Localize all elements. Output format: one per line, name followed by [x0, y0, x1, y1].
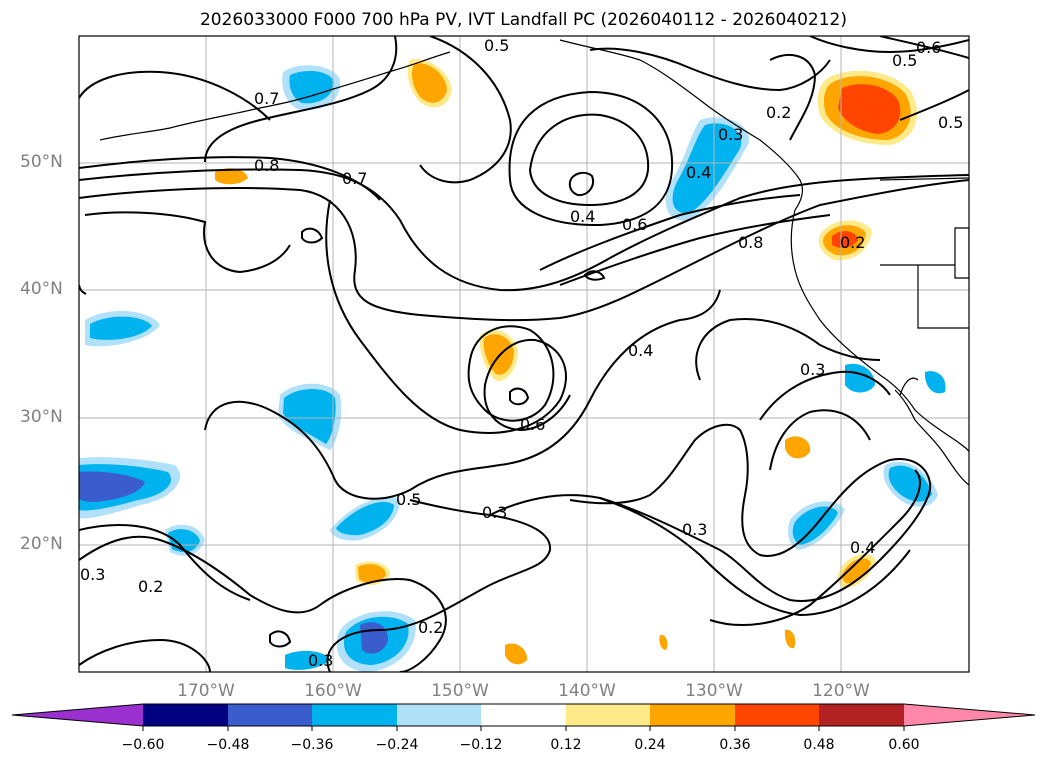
contour-label: 0.3	[682, 520, 707, 539]
pv-contours	[79, 36, 969, 672]
map-frame	[78, 35, 970, 673]
contour-label: 0.5	[938, 113, 963, 132]
contour-label: 0.8	[738, 233, 763, 252]
contour-label: 0.3	[482, 503, 507, 522]
colorbar-segment	[735, 704, 819, 726]
contour-label: 0.4	[628, 341, 653, 360]
lon-label: 120°W	[812, 681, 870, 701]
lon-label: 150°W	[431, 681, 489, 701]
lat-label: 50°N	[20, 152, 63, 172]
colorbar-max-extension	[904, 704, 1035, 726]
colorbar	[11, 703, 1036, 731]
contour-label: 0.3	[80, 565, 105, 584]
map-title: 2026033000 F000 700 hPa PV, IVT Landfall…	[199, 10, 847, 30]
colorbar-tick-label: −0.12	[459, 737, 503, 753]
contour-label: 0.5	[892, 51, 917, 70]
colorbar-segment	[819, 704, 904, 726]
negative-anomaly-shading	[79, 65, 946, 672]
contour-label: 0.3	[308, 651, 333, 670]
contour-label: 0.2	[840, 233, 865, 252]
lon-label: 140°W	[558, 681, 616, 701]
colorbar-segment	[650, 704, 735, 726]
lat-label: 40°N	[20, 279, 63, 299]
colorbar-tick-label: 0.12	[550, 737, 582, 753]
contour-label: 0.8	[254, 156, 279, 175]
lon-label: 170°W	[177, 681, 235, 701]
colorbar-min-extension	[12, 704, 143, 726]
contour-labels: 0.5 0.6 0.5 0.5 0.7 0.8 0.7 0.4 0.6 0.4 …	[80, 36, 963, 670]
contour-label: 0.2	[418, 618, 443, 637]
colorbar-segment	[228, 704, 312, 726]
contour-label: 0.4	[570, 207, 595, 226]
contour-label: 0.2	[138, 577, 163, 596]
colorbar-tick-label: 0.24	[634, 737, 666, 753]
lon-label: 130°W	[685, 681, 743, 701]
colorbar-tick-label: 0.36	[719, 737, 751, 753]
contour-label: 0.4	[686, 163, 711, 182]
contour-label: 0.5	[484, 36, 509, 55]
lat-label: 20°N	[20, 534, 63, 554]
positive-anomaly-shading	[215, 59, 918, 665]
contour-label: 0.5	[396, 490, 421, 509]
colorbar-tick-label: −0.48	[206, 737, 250, 753]
coastlines	[99, 39, 969, 486]
colorbar-segment	[143, 704, 228, 726]
colorbar-tick-label: 0.48	[803, 737, 835, 753]
graticule	[79, 36, 969, 672]
contour-label: 0.2	[766, 103, 791, 122]
lat-label: 30°N	[20, 407, 63, 427]
contour-label: 0.4	[850, 538, 875, 557]
colorbar-segment	[312, 704, 397, 726]
colorbar-segment	[397, 704, 481, 726]
colorbar-segment	[481, 704, 566, 726]
contour-label: 0.7	[342, 169, 367, 188]
contour-label: 0.6	[916, 38, 941, 57]
contour-label: 0.3	[800, 360, 825, 379]
contour-label: 0.6	[622, 215, 647, 234]
colorbar-tick-label: −0.60	[121, 737, 165, 753]
contour-label: 0.7	[254, 89, 279, 108]
colorbar-tick-label: 0.60	[888, 737, 920, 753]
lon-label: 160°W	[304, 681, 362, 701]
colorbar-tick-label: −0.24	[375, 737, 419, 753]
map-content: 0.5 0.6 0.5 0.5 0.7 0.8 0.7 0.4 0.6 0.4 …	[79, 36, 969, 672]
colorbar-segment	[566, 704, 650, 726]
contour-label: 0.6	[520, 415, 545, 434]
colorbar-tick-label: −0.36	[290, 737, 334, 753]
contour-label: 0.3	[718, 125, 743, 144]
